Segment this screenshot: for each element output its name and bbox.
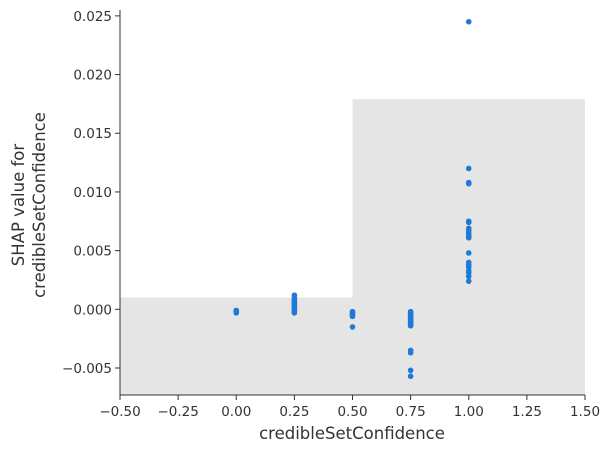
y-axis-title-line-2: credibleSetConfidence (30, 112, 49, 298)
data-point (465, 278, 472, 284)
data-point (465, 273, 472, 280)
data-point (465, 219, 472, 226)
data-point (349, 313, 356, 320)
data-point (407, 349, 414, 356)
x-tick-label: 1.50 (570, 404, 600, 420)
x-tick-label: 0.75 (396, 404, 426, 420)
data-points (233, 18, 472, 380)
data-point (291, 310, 298, 316)
x-tick-label: 1.25 (512, 404, 542, 420)
y-tick-label: 0.000 (73, 302, 112, 318)
data-point (465, 234, 472, 241)
data-point (465, 250, 472, 256)
y-axis-ticks: −0.005 0.000 0.005 0.010 0.015 0.020 0.025 (62, 9, 120, 377)
x-tick-label: 0.00 (221, 404, 251, 420)
data-point (407, 367, 414, 374)
x-axis-ticks: −0.50 −0.25 0.00 0.25 0.50 0.75 1.00 1.25 1.50 (99, 395, 600, 420)
x-tick-label: −0.50 (99, 404, 140, 420)
y-tick-label: 0.010 (73, 185, 112, 201)
x-tick-label: −0.25 (157, 404, 198, 420)
y-axis-title-line-1: SHAP value for (9, 144, 28, 267)
y-tick-label: 0.015 (73, 126, 112, 142)
x-tick-label: 0.50 (337, 404, 367, 420)
x-tick-label: 1.00 (454, 404, 484, 420)
y-tick-label: 0.005 (73, 244, 112, 260)
data-point (465, 165, 472, 172)
data-point (465, 180, 472, 187)
data-point (465, 18, 472, 25)
data-point (349, 324, 356, 330)
y-tick-label: −0.005 (62, 361, 112, 377)
background-band-2 (352, 99, 585, 396)
y-tick-label: 0.025 (73, 9, 112, 25)
y-tick-label: 0.020 (73, 68, 112, 84)
data-point (407, 322, 414, 329)
data-point (407, 373, 414, 380)
x-axis-title: credibleSetConfidence (259, 424, 445, 443)
x-tick-label: 0.25 (279, 404, 309, 420)
background-bands (120, 99, 585, 396)
data-point (233, 307, 240, 314)
y-axis-title: SHAP value for credibleSetConfidence (9, 112, 49, 298)
